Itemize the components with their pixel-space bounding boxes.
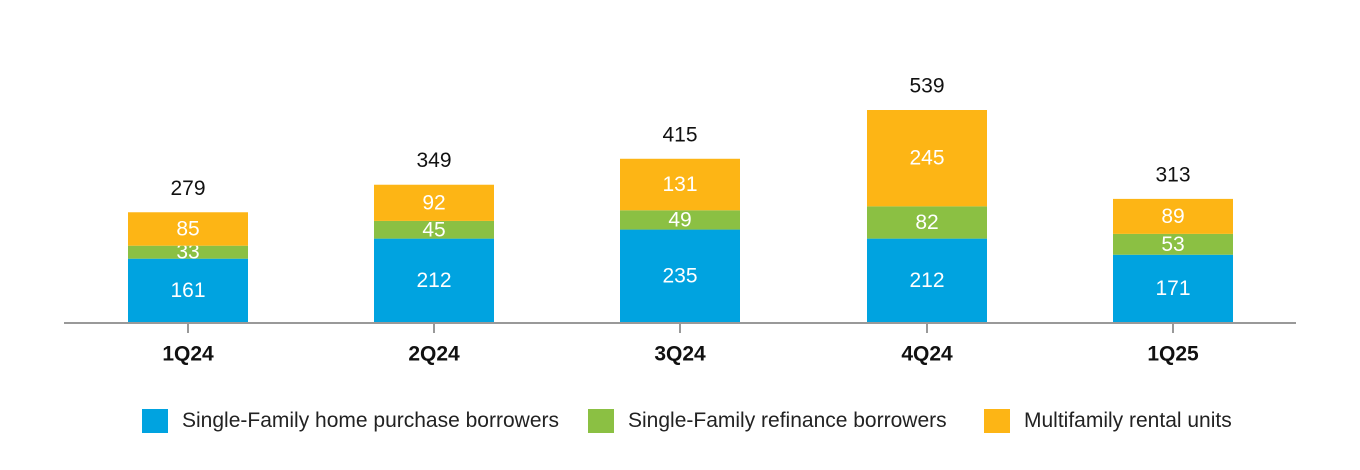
bar-1q24-single-family-home-purchase-borrowers [128,258,248,322]
bar-4q24-single-family-refinance-borrowers [867,206,987,239]
total-label-2q24: 349 [416,149,451,172]
bar-4q24-single-family-home-purchase-borrowers [867,238,987,322]
value-label-3q24-single-family-refinance-borrowers: 49 [668,208,691,231]
bar-2q24-multifamily-rental-units [374,184,494,221]
legend-swatch-multifamily [984,409,1010,433]
x-tick-label-3q24: 3Q24 [654,343,706,366]
total-label-3q24: 415 [662,123,697,146]
legend-label-refinance: Single-Family refinance borrowers [628,409,947,432]
value-label-2q24-single-family-refinance-borrowers: 45 [422,218,445,241]
bar-1q24-single-family-refinance-borrowers [128,245,248,259]
value-label-1q24-single-family-home-purchase-borrowers: 161 [170,279,205,302]
legend-label-home-purchase: Single-Family home purchase borrowers [182,409,559,432]
total-label-4q24: 539 [909,75,944,98]
bar-4q24-multifamily-rental-units [867,110,987,207]
x-ticks-layer: 1Q24 2Q24 3Q24 4Q24 1Q25 [162,323,1199,366]
legend-item-refinance: Single-Family refinance borrowers [588,404,947,438]
bar-1q25-single-family-refinance-borrowers [1113,233,1233,255]
value-label-4q24-single-family-refinance-borrowers: 82 [915,211,938,234]
bar-2q24-single-family-home-purchase-borrowers [374,238,494,322]
value-label-3q24-single-family-home-purchase-borrowers: 235 [662,264,697,287]
value-label-1q25-single-family-home-purchase-borrowers: 171 [1155,277,1190,300]
total-label-1q24: 279 [170,177,205,200]
legend-swatch-refinance [588,409,614,433]
x-tick-label-1q25: 1Q25 [1147,343,1199,366]
value-label-2q24-single-family-home-purchase-borrowers: 212 [416,269,451,292]
legend-label-multifamily: Multifamily rental units [1024,409,1232,432]
x-tick-label-1q24: 1Q24 [162,343,214,366]
bar-1q24-multifamily-rental-units [128,212,248,246]
legend: Single-Family home purchase borrowers Si… [0,404,1360,438]
value-label-2q24-multifamily-rental-units: 92 [422,191,445,214]
x-tick-label-4q24: 4Q24 [901,343,953,366]
bar-3q24-single-family-refinance-borrowers [620,210,740,230]
bar-2q24-single-family-refinance-borrowers [374,220,494,239]
legend-item-home-purchase: Single-Family home purchase borrowers [142,404,559,438]
value-label-3q24-multifamily-rental-units: 131 [662,173,697,196]
value-label-4q24-single-family-home-purchase-borrowers: 212 [909,269,944,292]
value-label-1q25-multifamily-rental-units: 89 [1161,205,1184,228]
x-tick-label-2q24: 2Q24 [408,343,460,366]
legend-item-multifamily: Multifamily rental units [984,404,1232,438]
value-label-1q25-single-family-refinance-borrowers: 53 [1161,233,1184,256]
bar-1q25-single-family-home-purchase-borrowers [1113,254,1233,322]
legend-swatch-home-purchase [142,409,168,433]
value-label-1q24-multifamily-rental-units: 85 [176,217,199,240]
total-label-1q25: 313 [1155,163,1190,186]
bar-3q24-single-family-home-purchase-borrowers [620,229,740,322]
value-label-4q24-multifamily-rental-units: 245 [909,147,944,170]
bar-1q25-multifamily-rental-units [1113,198,1233,234]
bar-3q24-multifamily-rental-units [620,158,740,211]
value-label-1q24-single-family-refinance-borrowers: 33 [176,241,199,264]
